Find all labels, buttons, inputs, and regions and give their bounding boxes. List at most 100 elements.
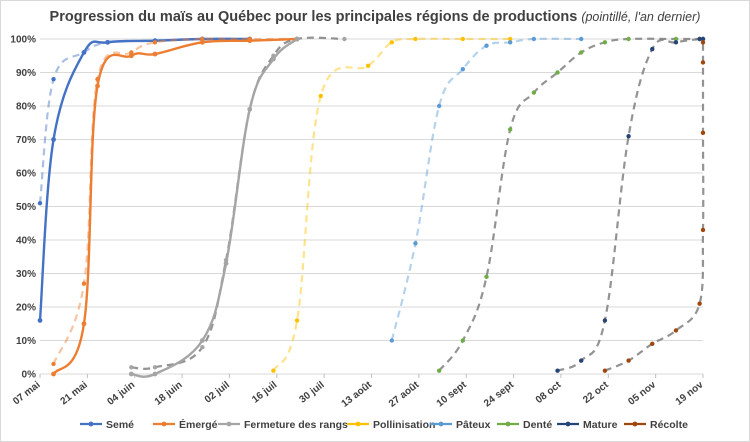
y-tick-label: 50% — [16, 202, 36, 213]
x-tick-label: 19 nov — [674, 379, 706, 407]
data-point-current-fermeture-des-rangs — [152, 371, 158, 377]
data-point-previous-r-colte — [700, 130, 706, 135]
data-point-previous-fermeture-des-rangs — [129, 365, 134, 370]
y-tick-label: 60% — [16, 169, 36, 180]
legend-marker — [161, 421, 167, 427]
legend-marker — [226, 421, 232, 427]
data-point-previous-pollinisation — [413, 36, 418, 42]
x-tick-label: 22 oct — [581, 379, 611, 406]
data-point-previous-r-colte — [697, 301, 702, 306]
legend-label: Denté — [523, 419, 552, 431]
data-point-current--merg- — [247, 38, 253, 44]
data-point-previous-dent- — [507, 127, 513, 132]
data-point-previous-r-colte — [673, 328, 679, 333]
series-line-previous-sem- — [38, 37, 250, 204]
data-point-previous-sem- — [51, 77, 56, 82]
data-point-previous-p-teux — [413, 241, 418, 246]
data-point-current-fermeture-des-rangs — [294, 36, 300, 42]
legend-label: Pâteux — [456, 419, 491, 431]
data-point-previous-p-teux — [579, 36, 584, 42]
data-point-current--merg- — [95, 83, 100, 89]
legend-marker — [438, 421, 444, 427]
x-tick-label: 02 juil — [203, 379, 232, 405]
data-point-current-sem- — [37, 318, 43, 323]
y-tick-label: 40% — [16, 236, 36, 247]
data-point-previous-mature — [602, 318, 608, 323]
data-point-current-fermeture-des-rangs — [247, 106, 253, 112]
data-point-previous-r-colte — [650, 341, 655, 347]
data-point-previous-mature — [697, 36, 702, 42]
data-point-previous-p-teux — [460, 66, 466, 72]
data-point-previous-dent- — [555, 70, 560, 75]
data-point-previous-fermeture-des-rangs — [152, 365, 158, 370]
data-point-previous-r-colte — [700, 227, 706, 233]
legend-marker — [632, 421, 638, 427]
x-tick-label: 04 juin — [105, 380, 137, 408]
x-tick-label: 07 mai — [11, 379, 42, 407]
x-tick-label: 27 août — [387, 379, 422, 410]
legend-marker — [505, 421, 511, 427]
legend-label: Mature — [583, 419, 618, 431]
chart-subtitle: (pointillé, l'an dernier) — [581, 10, 701, 24]
data-point-current-fermeture-des-rangs — [271, 56, 276, 62]
x-tick-label: 13 août — [340, 379, 375, 410]
x-tick-label: 05 nov — [626, 379, 658, 407]
data-point-current-fermeture-des-rangs — [128, 371, 134, 377]
x-tick-label: 08 oct — [534, 379, 564, 406]
data-point-previous--merg- — [152, 40, 158, 45]
data-point-previous--merg- — [200, 36, 205, 42]
data-point-previous-p-teux — [531, 36, 537, 42]
legend-label: Fermeture des rangs — [244, 419, 348, 431]
x-tick-label: 18 juin — [153, 380, 185, 408]
data-point-previous-r-colte — [626, 358, 631, 363]
x-tick-label: 16 juil — [250, 379, 279, 405]
data-point-previous-dent- — [602, 40, 608, 45]
x-tick-label: 30 juil — [298, 379, 327, 405]
data-point-previous-r-colte — [700, 40, 706, 45]
data-point-previous-p-teux — [389, 338, 394, 343]
data-point-current-sem- — [105, 39, 111, 45]
x-tick-label: 10 sept — [435, 379, 469, 409]
y-tick-label: 10% — [16, 336, 36, 347]
y-tick-label: 90% — [16, 68, 36, 79]
data-point-previous-mature — [626, 133, 631, 139]
legend-marker — [355, 421, 361, 427]
series-line-previous-r-colte — [604, 42, 705, 372]
data-point-previous--merg- — [51, 361, 56, 367]
data-point-current--merg- — [81, 321, 87, 327]
y-axis-ticks: 0% 10% 20% 30% 40% 50% 60% 70% 80% 90% 100% — [10, 35, 36, 381]
data-point-current-sem- — [81, 50, 87, 55]
series-line-previous-mature — [557, 37, 705, 372]
y-tick-label: 0% — [22, 370, 37, 381]
series-line-current-sem- — [38, 37, 250, 321]
legend-marker — [88, 421, 94, 427]
data-point-current-sem- — [51, 137, 56, 142]
y-tick-label: 70% — [16, 135, 36, 146]
data-point-previous-mature — [579, 358, 584, 363]
gridlines — [40, 38, 703, 375]
data-point-previous-p-teux — [484, 43, 489, 48]
data-point-previous-pollinisation — [294, 318, 300, 323]
x-tick-label: 24 sept — [482, 379, 516, 409]
series-line-previous-dent- — [438, 37, 700, 372]
data-point-previous-pollinisation — [365, 63, 371, 68]
data-point-previous-dent- — [579, 50, 584, 55]
series-line-previous-fermeture-des-rangs — [131, 36, 345, 370]
legend-label: Pollinisation — [373, 419, 435, 431]
data-point-previous--merg- — [81, 281, 87, 286]
legend-label: Semé — [106, 419, 134, 431]
data-point-previous-dent- — [484, 274, 489, 280]
data-point-previous-fermeture-des-rangs — [200, 345, 205, 350]
data-point-previous-pollinisation — [318, 93, 323, 99]
data-point-previous-dent- — [673, 36, 679, 42]
data-point-previous--merg- — [129, 50, 134, 55]
chart-title-text: Progression du maïs au Québec pour les p… — [49, 9, 578, 25]
x-tick-label: 21 mai — [59, 379, 90, 407]
data-point-current--merg- — [199, 39, 205, 45]
y-tick-label: 20% — [16, 303, 36, 314]
data-point-previous-mature — [700, 36, 706, 42]
data-point-previous-dent- — [460, 338, 466, 343]
data-point-previous-mature — [673, 40, 679, 45]
data-point-previous-mature — [555, 368, 560, 373]
